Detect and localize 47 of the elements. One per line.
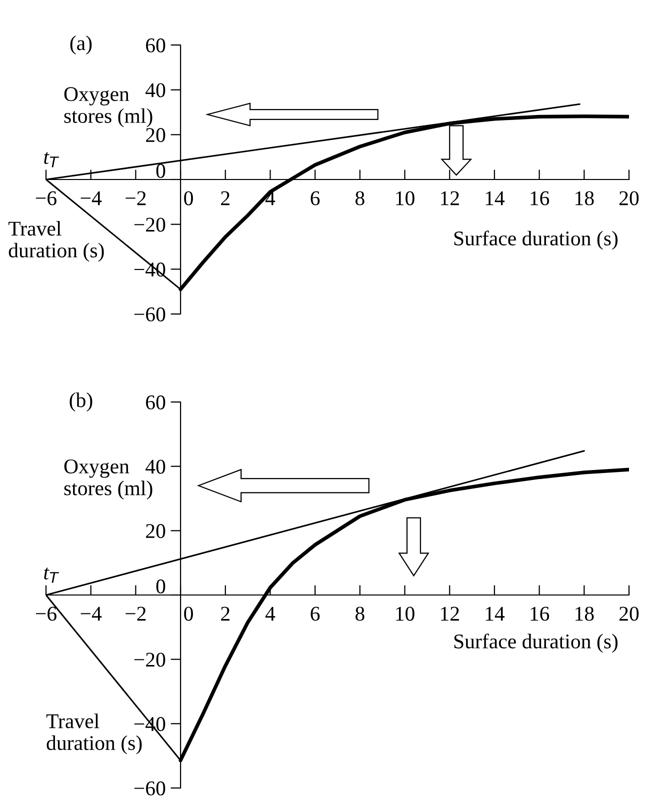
- annotation: t$_{T}$: [44, 152, 60, 168]
- x-tick-label: −2: [126, 191, 146, 206]
- y-tick-label: −60: [134, 781, 166, 796]
- y-tick-label: 60: [146, 38, 166, 52]
- y-tick-label: 0: [156, 579, 166, 594]
- x-tick-label: 6: [310, 606, 320, 621]
- x-tick-label: 4: [265, 191, 276, 206]
- y-tick-label: 20: [146, 524, 166, 538]
- x-tick-label: −4: [80, 606, 102, 621]
- x-tick-label: 20: [620, 606, 639, 621]
- x-tick-label: 0: [184, 606, 193, 621]
- y-tick-label: −60: [134, 307, 166, 322]
- x-tick-label: −6: [36, 606, 56, 621]
- x-tick-label: 18: [576, 606, 594, 621]
- x-axis-title: Surface duration (s): [454, 634, 618, 653]
- y-tick-label: 40: [146, 460, 166, 474]
- x-axis-title: Surface duration (s): [454, 230, 618, 250]
- x-tick-label: −4: [80, 191, 102, 206]
- x-tick-label: −2: [126, 606, 146, 621]
- x-tick-label: 2: [221, 606, 230, 621]
- x-tick-label: 16: [530, 606, 550, 621]
- y-tick-label: −20: [134, 652, 166, 667]
- x-tick-label: 18: [576, 191, 594, 206]
- annotation: Travel duration (s): [8, 221, 104, 262]
- x-tick-label: 12: [441, 606, 459, 621]
- x-tick-label: 6: [310, 191, 320, 206]
- x-tick-label: 8: [356, 191, 364, 206]
- y-tick-label: 60: [146, 395, 166, 410]
- annotation: t$_{T}$: [44, 568, 60, 583]
- x-tick-label: 2: [221, 191, 230, 206]
- x-tick-label: 20: [620, 191, 639, 206]
- x-tick-label: 4: [265, 606, 276, 621]
- x-tick-label: 14: [486, 606, 505, 621]
- chart-title: (a): [70, 36, 92, 54]
- y-tick-label: −20: [134, 218, 166, 232]
- x-tick-label: 10: [396, 191, 414, 206]
- x-tick-label: 8: [356, 606, 364, 621]
- x-tick-label: 12: [441, 191, 459, 206]
- y-tick-label: 20: [146, 128, 166, 142]
- y-tick-label: 0: [156, 164, 166, 178]
- x-tick-label: 10: [396, 606, 414, 621]
- x-tick-label: 14: [486, 191, 505, 206]
- chart-title: (b): [70, 392, 92, 412]
- x-tick-label: 0: [184, 191, 193, 206]
- x-tick-label: 16: [530, 191, 550, 206]
- y-tick-label: 40: [146, 83, 166, 98]
- x-tick-label: −6: [36, 191, 56, 206]
